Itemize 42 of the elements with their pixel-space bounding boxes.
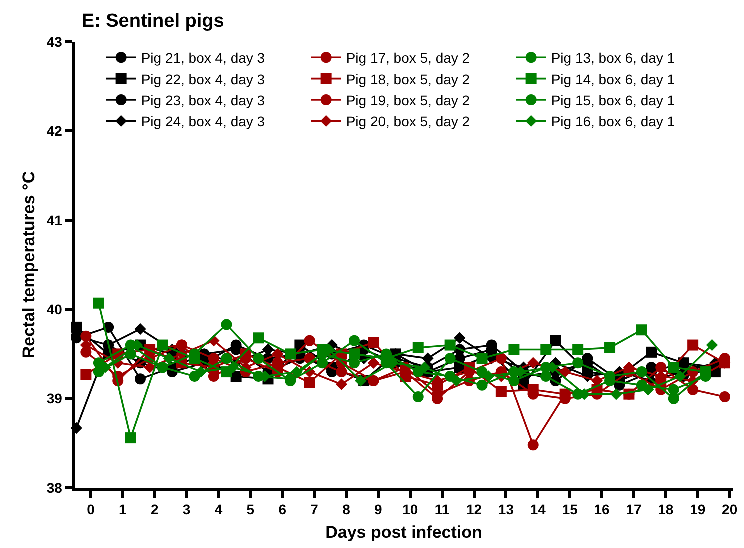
legend-label: Pig 22, box 4, day 3	[141, 71, 266, 88]
y-axis-title: Rectal temperatures °C	[19, 171, 38, 359]
legend-label: Pig 21, box 4, day 3	[141, 50, 266, 66]
x-tick-label: 17	[626, 502, 642, 518]
legend-label: Pig 13, box 6, day 1	[551, 50, 676, 66]
y-tick-label: 42	[46, 123, 63, 140]
x-tick-label: 20	[722, 502, 738, 518]
x-tick-label: 9	[374, 502, 383, 518]
y-tick-label: 41	[46, 212, 63, 228]
chart-title: E: Sentinel pigs	[82, 11, 224, 32]
x-tick-label: 6	[278, 502, 287, 518]
x-tick-label: 1	[119, 502, 128, 518]
x-tick-label: 7	[310, 502, 319, 518]
x-tick-label: 4	[214, 502, 223, 518]
legend-label: Pig 23, box 4, day 3	[141, 92, 266, 108]
y-tick-label: 40	[46, 302, 63, 318]
x-tick-label: 14	[530, 502, 546, 518]
legend-label: Pig 20, box 5, day 2	[346, 114, 470, 130]
x-tick-label: 13	[498, 502, 514, 518]
x-tick-label: 16	[594, 502, 610, 518]
legend-label: Pig 14, box 6, day 1	[551, 71, 676, 88]
x-axis-title: Days post infection	[326, 522, 482, 542]
legend-label: Pig 16, box 6, day 1	[551, 114, 676, 130]
x-tick-label: 15	[562, 502, 578, 518]
x-tick-label: 2	[150, 502, 159, 518]
x-tick-label: 11	[434, 502, 450, 518]
y-tick-label: 38	[46, 480, 63, 496]
x-tick-label: 0	[87, 502, 96, 518]
x-tick-label: 18	[658, 502, 674, 518]
x-tick-label: 8	[342, 502, 351, 518]
x-tick-label: 19	[690, 502, 706, 518]
y-tick-label: 43	[46, 34, 63, 50]
x-tick-label: 3	[182, 502, 191, 518]
legend-label: Pig 24, box 4, day 3	[141, 114, 266, 130]
x-tick-label: 10	[402, 502, 418, 518]
legend-label: Pig 18, box 5, day 2	[346, 71, 470, 88]
y-tick-label: 39	[46, 390, 63, 407]
legend-label: Pig 15, box 6, day 1	[551, 92, 676, 108]
x-tick-label: 12	[466, 502, 482, 518]
legend-label: Pig 19, box 5, day 2	[346, 92, 470, 108]
legend-label: Pig 17, box 5, day 2	[346, 50, 470, 66]
x-tick-label: 5	[246, 502, 255, 518]
